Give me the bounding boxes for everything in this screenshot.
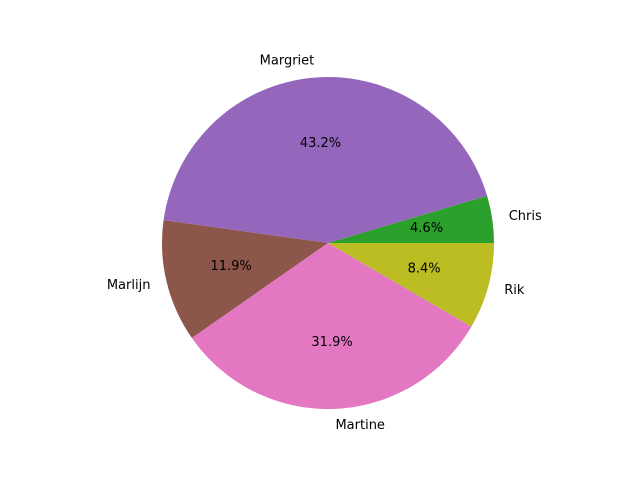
slice-label-rik: Rik <box>504 283 525 298</box>
slice-label-martine: Martine <box>335 418 384 433</box>
pie-slice-margriet <box>163 77 488 244</box>
slice-percentage-marlijn: 11.9% <box>210 259 251 274</box>
slice-percentage-chris: 4.6% <box>410 221 443 236</box>
slice-percentage-rik: 8.4% <box>408 261 441 276</box>
slice-label-chris: Chris <box>509 209 542 224</box>
slice-label-margriet: Margriet <box>260 53 315 68</box>
pie-slice-marlijn <box>161 220 328 339</box>
pie-slice-rik <box>328 243 494 327</box>
labels-layer: Chris 4.6% Margriet 43.2% Marlijn 11.9% Martin… <box>107 53 542 433</box>
pie-slice-martine <box>191 243 472 409</box>
slice-percentage-margriet: 43.2% <box>300 136 341 151</box>
slices-layer <box>161 77 494 409</box>
pie-slice-chris <box>328 195 494 243</box>
slice-percentage-martine: 31.9% <box>311 335 352 350</box>
slice-label-marlijn: Marlijn <box>107 278 151 293</box>
